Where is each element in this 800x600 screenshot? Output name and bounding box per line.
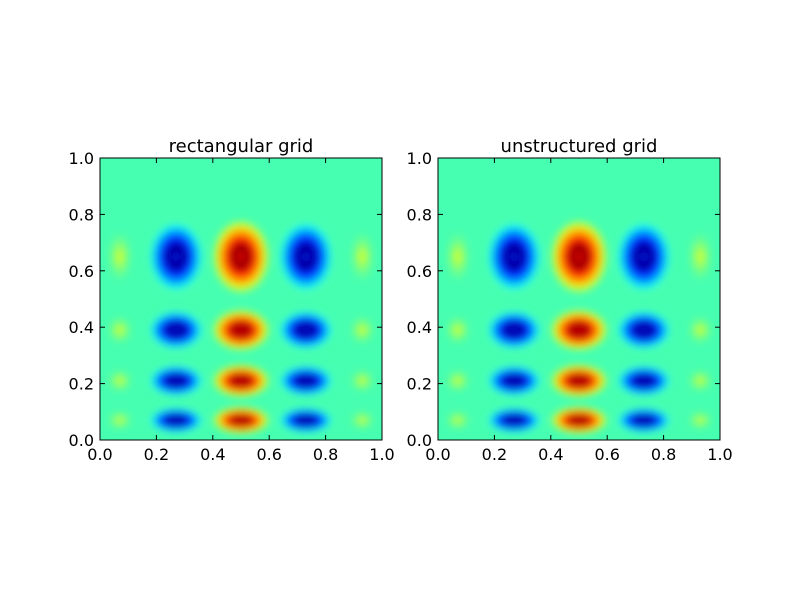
heatmap-blob (445, 230, 471, 284)
heatmap-blob (549, 218, 609, 295)
chart-title: unstructured grid (501, 136, 658, 157)
subplot-rectangular-grid: 0.0 0.2 0.4 0.6 0.8 1.0 0.0 0.2 0.4 0.6 0.8 1.0 rect… (69, 136, 395, 464)
heatmap-blob (614, 363, 674, 398)
y-tick-label: 0.2 (407, 375, 432, 394)
heatmap-blob (445, 368, 471, 393)
y-tick-label: 1.0 (69, 149, 94, 168)
y-tick-label: 0.2 (69, 375, 94, 394)
heatmap-blob (687, 368, 713, 393)
heatmap-blob (484, 363, 544, 398)
x-tick-label: 1.0 (369, 445, 394, 464)
y-tick-label: 0.4 (407, 318, 432, 337)
heatmap-blob (146, 218, 206, 295)
y-tick-label: 0.0 (407, 431, 432, 450)
heatmap-blob (276, 218, 336, 295)
heatmap-blob (614, 218, 674, 295)
y-tick-label: 0.0 (69, 431, 94, 450)
heatmap-blob (146, 363, 206, 398)
y-tick-label: 0.6 (407, 262, 432, 281)
heatmap-blob (276, 308, 336, 352)
heatmap-blob (211, 406, 271, 435)
x-tick-label: 0.4 (538, 445, 563, 464)
heatmap-blob (484, 308, 544, 352)
heatmap-blob (349, 315, 375, 345)
heatmap-blob (484, 218, 544, 295)
axes-frame (99, 157, 383, 441)
heatmap-blob (549, 308, 609, 352)
x-tick-label: 0.2 (144, 445, 169, 464)
y-tick-label: 1.0 (407, 149, 432, 168)
heatmap-blob (445, 315, 471, 345)
x-tick-label: 0.4 (200, 445, 225, 464)
heatmap-blob (211, 363, 271, 398)
x-tick-label: 0.0 (87, 445, 112, 464)
axes-frame (437, 157, 721, 441)
heatmap-blob (614, 308, 674, 352)
heatmap-blob (349, 368, 375, 393)
heatmap-blob (211, 218, 271, 295)
subplot-unstructured-grid: 0.0 0.2 0.4 0.6 0.8 1.0 0.0 0.2 0.4 0.6 0.8 1.0 unst… (407, 136, 733, 464)
heatmap-blob (549, 406, 609, 435)
y-tick-label: 0.4 (69, 318, 94, 337)
x-tick-label: 0.2 (482, 445, 507, 464)
heatmap-blob (146, 406, 206, 435)
y-tick-label: 0.6 (69, 262, 94, 281)
y-tick-label: 0.8 (407, 205, 432, 224)
plot-area (438, 158, 720, 440)
chart-title: rectangular grid (169, 136, 314, 157)
heatmap-blob (484, 406, 544, 435)
heatmap-blob (107, 230, 133, 284)
y-tick-label: 0.8 (69, 205, 94, 224)
x-tick-label: 0.8 (651, 445, 676, 464)
heatmap-blob (687, 230, 713, 284)
heatmap-blob (445, 410, 471, 431)
heatmap-blob (146, 308, 206, 352)
x-tick-label: 0.6 (594, 445, 619, 464)
heatmap-blob (349, 230, 375, 284)
heatmap-blob (614, 406, 674, 435)
heatmap-blob (276, 406, 336, 435)
x-tick-label: 0.0 (425, 445, 450, 464)
x-tick-label: 0.6 (256, 445, 281, 464)
x-tick-label: 1.0 (707, 445, 732, 464)
heatmap-blob (211, 308, 271, 352)
x-tick-label: 0.8 (313, 445, 338, 464)
heatmap-blob (107, 410, 133, 431)
heatmap-blob (107, 368, 133, 393)
heatmap-blob (687, 410, 713, 431)
heatmap-blob (276, 363, 336, 398)
heatmap-blob (687, 315, 713, 345)
plot-area (100, 158, 382, 440)
heatmap-blob (349, 410, 375, 431)
heatmap-blob (107, 315, 133, 345)
heatmap-blob (549, 363, 609, 398)
